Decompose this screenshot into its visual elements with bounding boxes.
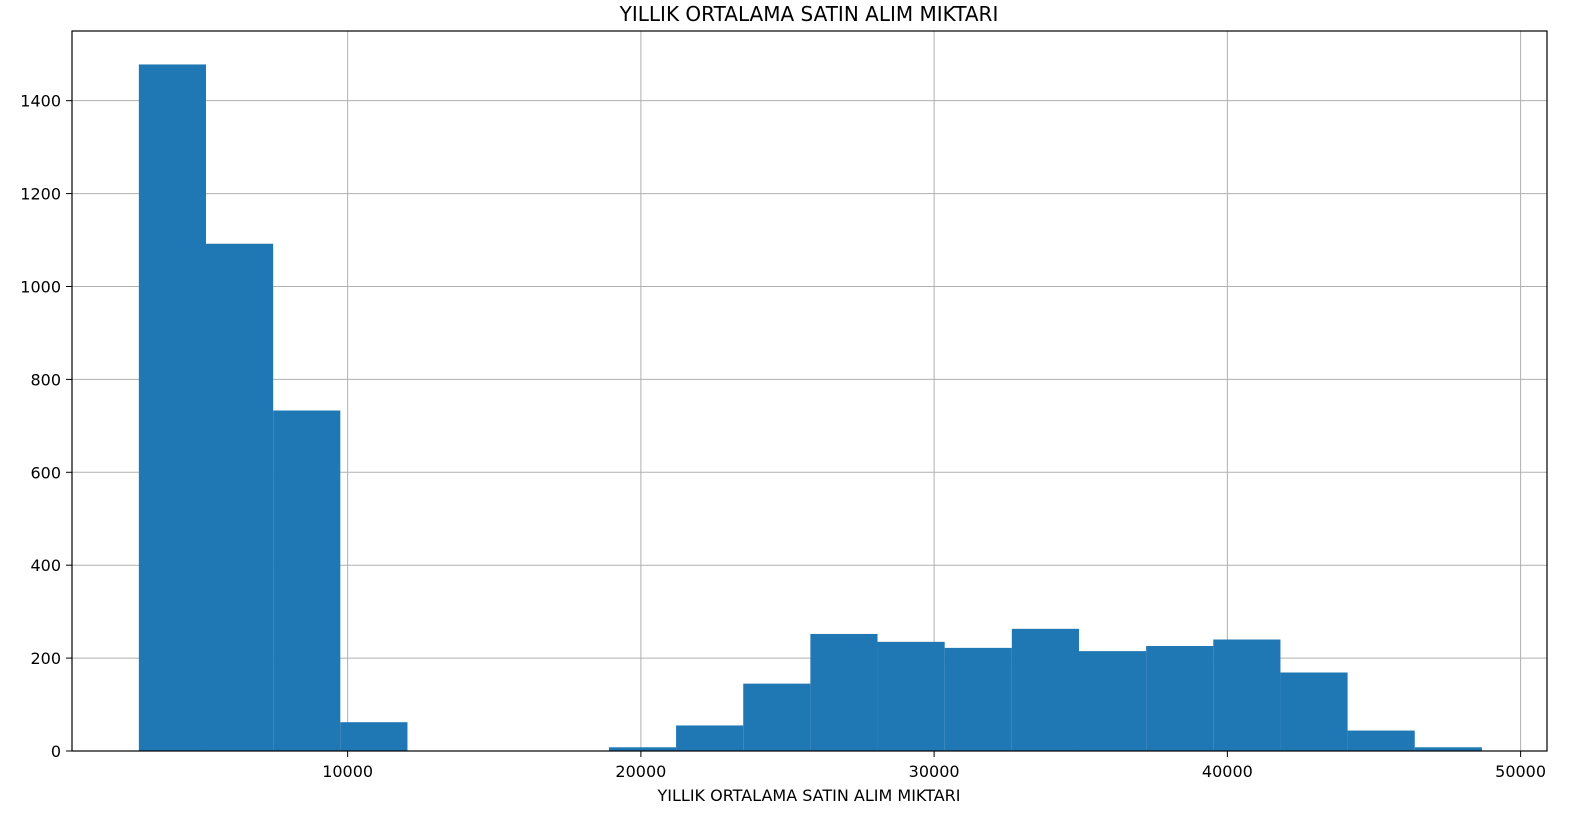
histogram-bar [944, 647, 1012, 751]
y-tick-label: 600 [30, 463, 61, 482]
y-tick-label: 1400 [20, 92, 61, 111]
histogram-bar [273, 410, 341, 751]
histogram-bar [1280, 672, 1348, 751]
y-tick-label: 200 [30, 649, 61, 668]
x-tick-label: 50000 [1495, 762, 1546, 781]
chart-title: YILLIK ORTALAMA SATIN ALIM MIKTARI [619, 2, 999, 26]
histogram-bar [206, 243, 274, 751]
x-tick-label: 30000 [909, 762, 960, 781]
y-tick-label: 1200 [20, 185, 61, 204]
y-tick-label: 400 [30, 556, 61, 575]
plot-frame [71, 30, 1548, 752]
histogram-bars [138, 64, 1482, 751]
histogram-bar [1078, 651, 1147, 751]
histogram-bar [877, 641, 945, 751]
y-tick-label: 0 [51, 742, 61, 761]
x-axis-title: YILLIK ORTALAMA SATIN ALIM MIKTARI [657, 786, 961, 805]
histogram-bar [810, 633, 878, 751]
histogram-bar [340, 722, 408, 751]
histogram-bar [1347, 730, 1415, 751]
histogram-bar [676, 725, 744, 751]
histogram-bar [1414, 747, 1482, 751]
y-tick-label: 800 [30, 370, 61, 389]
histogram-bar [1146, 646, 1214, 751]
x-tick-label: 10000 [322, 762, 373, 781]
histogram-bar [743, 683, 811, 751]
histogram-bar [1213, 639, 1281, 751]
x-axis-ticks: 10000 20000 30000 40000 50000 [322, 751, 1546, 781]
y-tick-label: 1000 [20, 277, 61, 296]
histogram-bar [1011, 628, 1079, 751]
histogram-bar [608, 747, 677, 751]
x-tick-label: 20000 [615, 762, 666, 781]
x-tick-label: 40000 [1202, 762, 1253, 781]
y-axis-ticks: 0 200 400 600 800 1000 1200 1400 [20, 92, 72, 761]
histogram-bar [138, 64, 207, 751]
